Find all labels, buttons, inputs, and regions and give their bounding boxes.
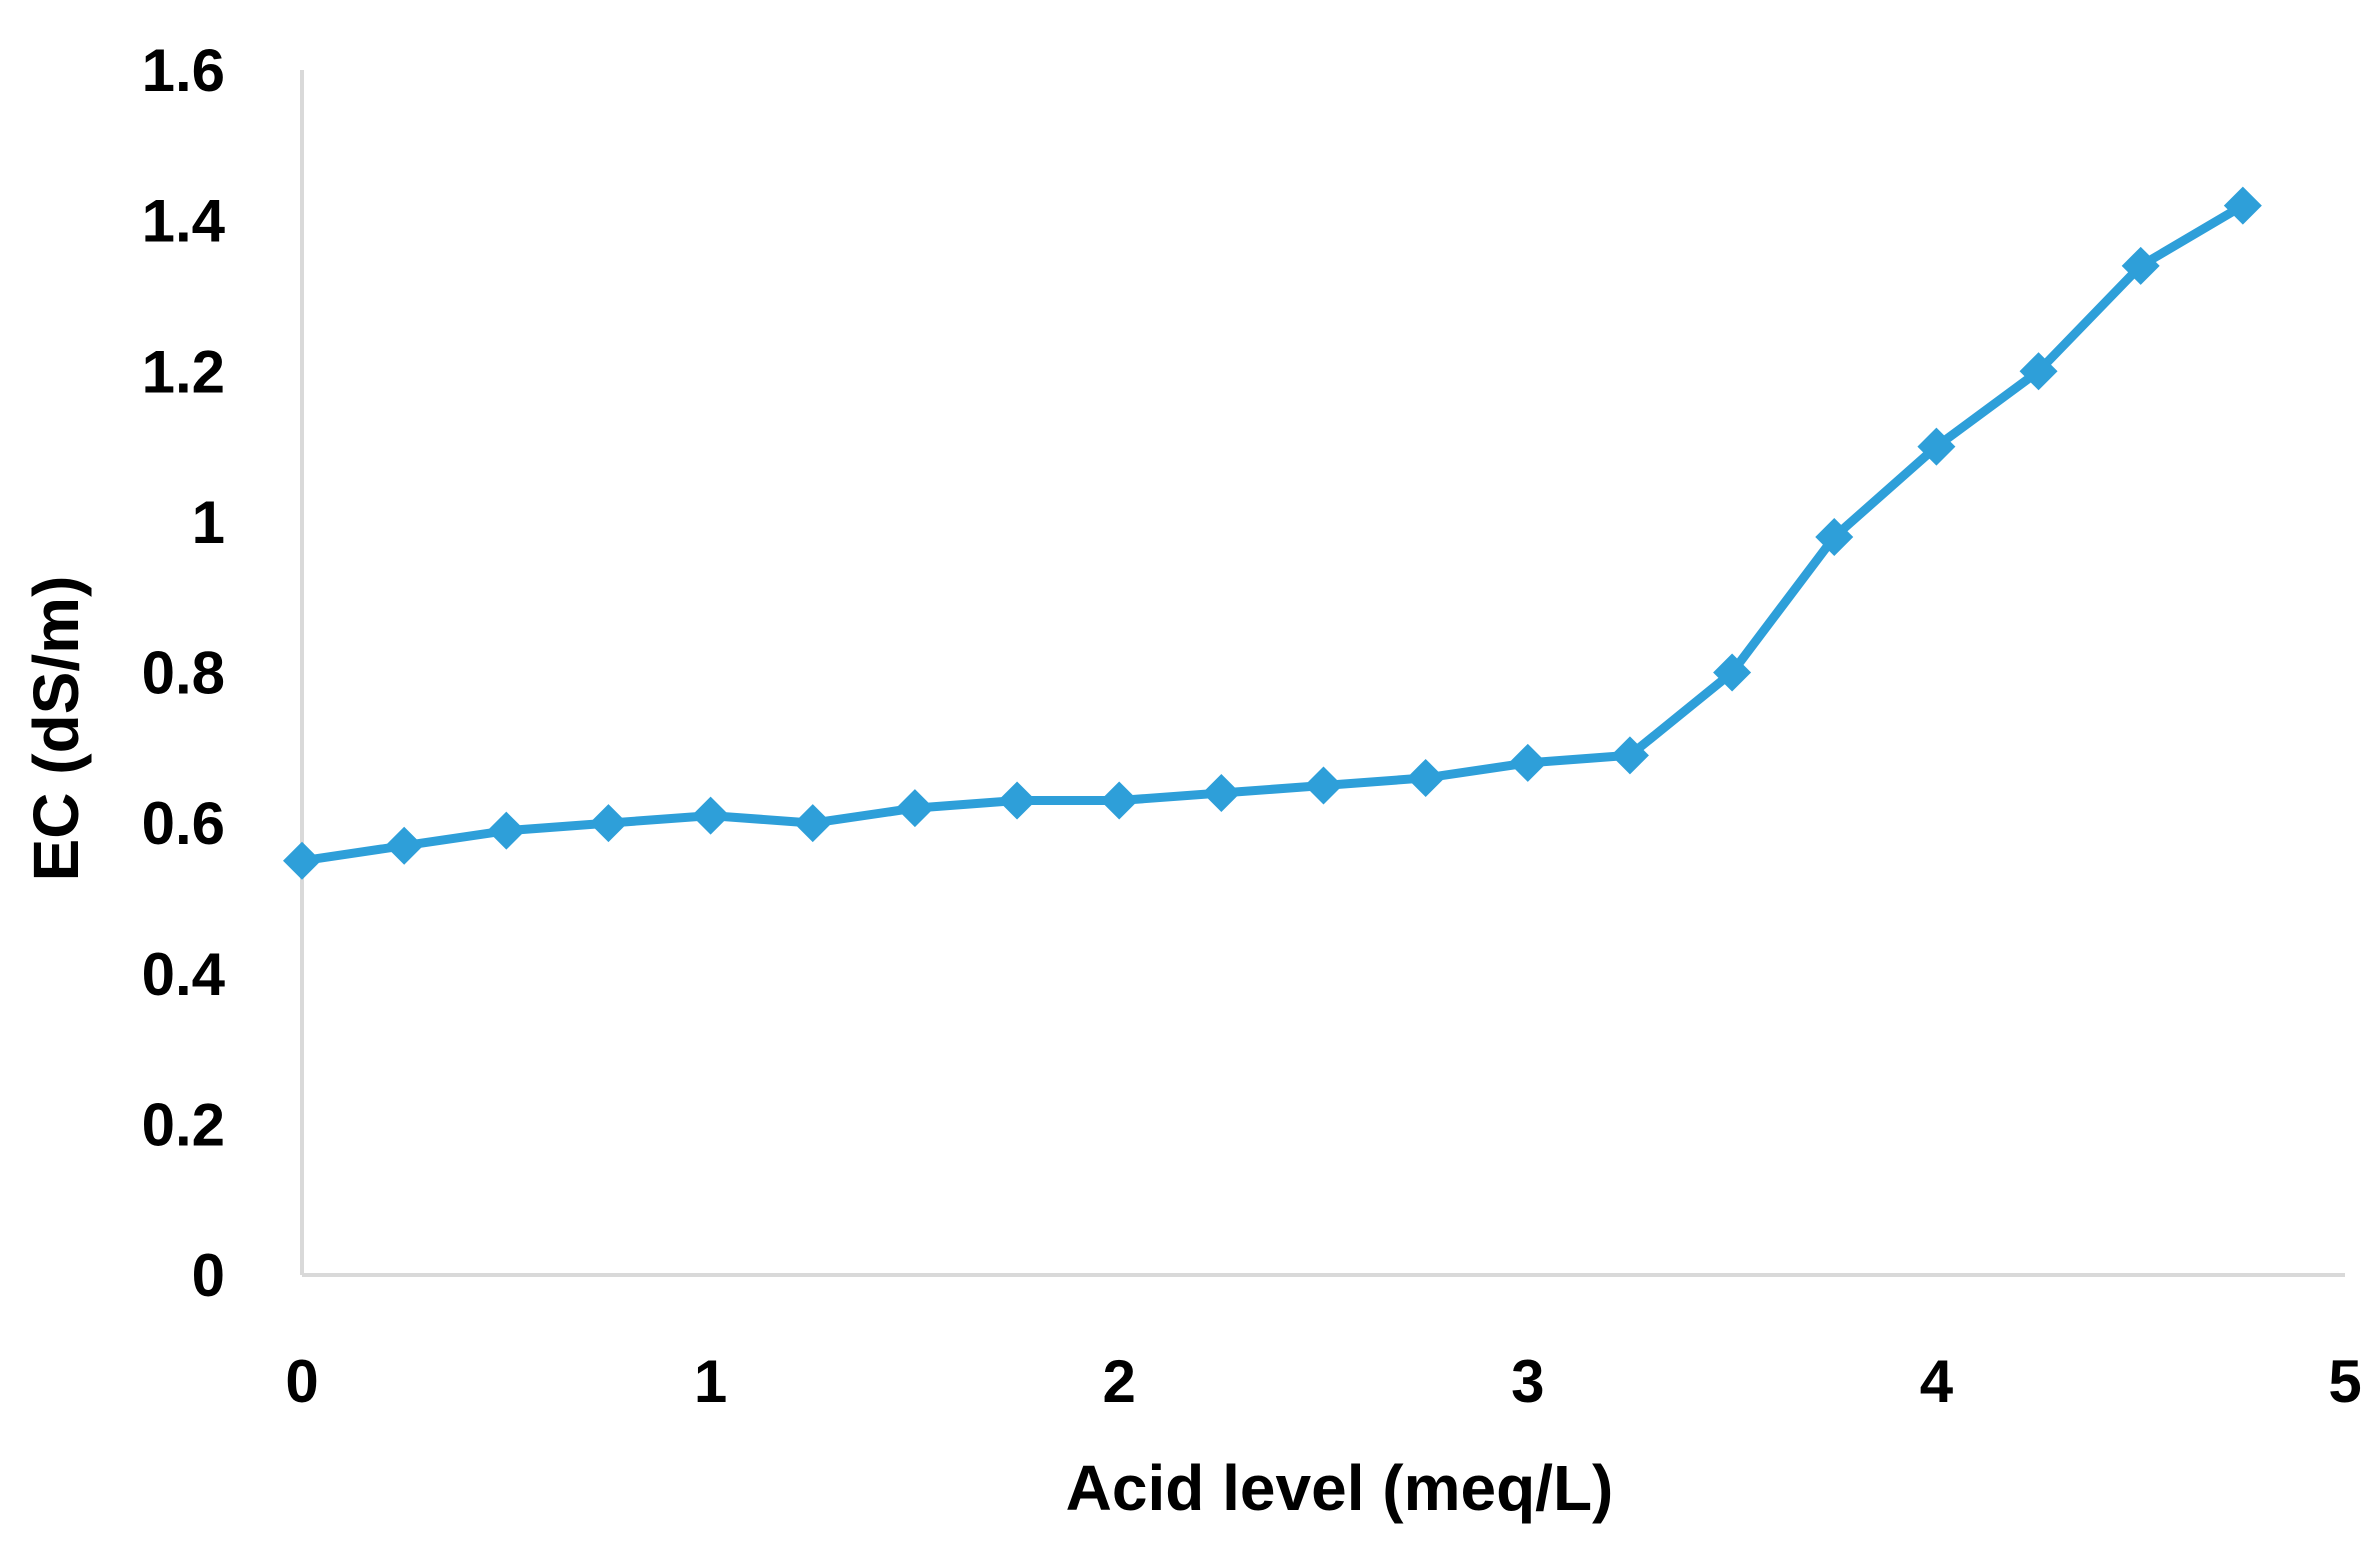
series-line [297,201,2248,866]
series-layer [283,186,2262,880]
data-point-marker [2121,246,2160,285]
y-tick-label: 1 [192,489,225,556]
x-tick-label: 3 [1511,1348,1544,1415]
data-point-marker [793,804,832,843]
data-point-marker [895,789,934,828]
data-point-marker [487,811,526,850]
y-tick-label: 1.4 [142,188,226,255]
y-axis-title: EC (dS/m) [20,576,92,882]
x-tick-label: 1 [694,1348,727,1415]
y-tick-label: 0.8 [142,640,225,707]
data-point-marker [1406,758,1445,797]
data-point-marker [385,826,424,865]
y-tick-label: 1.2 [142,338,225,405]
data-point-marker [2019,352,2058,391]
data-point-marker [1610,736,1649,775]
x-tick-label: 4 [1920,1348,1954,1415]
data-point-marker [1917,427,1956,466]
data-point-marker [1304,766,1343,805]
y-axis-ticks: 0 0.2 0.4 0.6 0.8 1 1.2 1.4 1.6 [142,37,226,1309]
x-axis-title: Acid level (meq/L) [1066,1452,1614,1524]
data-point-marker [589,804,628,843]
data-point-marker [1508,743,1547,782]
data-point-marker [998,781,1037,820]
x-axis-ticks: 0 1 2 3 4 5 [285,1348,2361,1415]
y-tick-label: 1.6 [142,37,225,104]
data-point-marker [691,796,730,835]
y-tick-label: 0.4 [142,941,226,1008]
y-tick-label: 0 [192,1242,225,1309]
x-tick-label: 5 [2328,1348,2361,1415]
data-point-marker [1713,653,1752,692]
x-tick-label: 2 [1103,1348,1136,1415]
data-point-marker [283,841,321,880]
data-point-marker [1202,774,1241,812]
y-tick-label: 0.2 [142,1091,225,1158]
data-point-marker [2223,186,2262,225]
data-point-marker [1815,517,1854,556]
y-tick-label: 0.6 [142,790,225,857]
data-point-marker [1100,781,1139,820]
x-tick-label: 0 [285,1348,318,1415]
